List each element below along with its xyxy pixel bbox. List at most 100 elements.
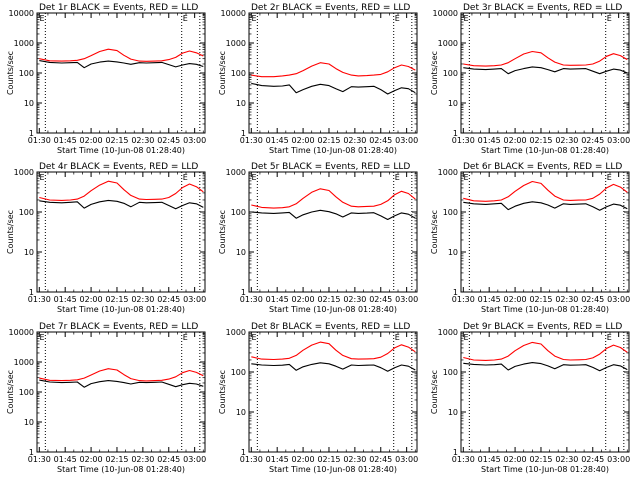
x-tick-label: 03:00 xyxy=(183,295,206,304)
flag-label: E xyxy=(463,333,468,342)
x-tick-label: 01:45 xyxy=(266,455,289,464)
series-line-lld xyxy=(463,341,628,361)
x-tick-label: 03:00 xyxy=(395,295,418,304)
x-tick-label: 02:45 xyxy=(369,455,392,464)
x-axis-label: Start Time (10-Jun-08 01:28:40) xyxy=(481,465,609,474)
x-tick-label: 02:30 xyxy=(343,455,366,464)
y-tick-label: 10 xyxy=(236,408,246,417)
series-line-events xyxy=(251,362,416,372)
flag-label: E xyxy=(395,173,400,182)
x-tick-label: 03:00 xyxy=(607,136,630,145)
x-tick-label: 02:30 xyxy=(555,136,578,145)
x-tick-label: 03:00 xyxy=(395,455,418,464)
x-tick-label: 02:00 xyxy=(504,455,527,464)
series-line-lld xyxy=(251,188,416,209)
series-line-lld xyxy=(463,50,628,67)
series-line-lld xyxy=(39,368,204,382)
flag-label: E xyxy=(463,14,468,23)
y-tick-label: 100 xyxy=(19,388,34,397)
x-tick-label: 01:30 xyxy=(452,295,475,304)
x-tick-label: 02:00 xyxy=(292,455,315,464)
x-tick-label: 01:30 xyxy=(28,295,51,304)
x-tick-label: 01:45 xyxy=(54,455,77,464)
x-tick-label: 02:00 xyxy=(504,136,527,145)
x-tick-label: 02:15 xyxy=(529,295,552,304)
x-tick-label: 03:00 xyxy=(183,136,206,145)
x-tick-label: 03:00 xyxy=(395,136,418,145)
flag-label: E xyxy=(607,173,612,182)
y-axis-label: Counts/sec xyxy=(6,210,15,254)
y-tick-label: 1000 xyxy=(14,358,34,367)
y-tick-label: 1 xyxy=(241,448,246,457)
x-axis-label: Start Time (10-Jun-08 01:28:40) xyxy=(57,305,185,314)
x-tick-label: 02:45 xyxy=(581,455,604,464)
x-tick-label: 02:30 xyxy=(343,295,366,304)
x-tick-label: 02:00 xyxy=(292,136,315,145)
y-tick-label: 10 xyxy=(448,248,458,257)
x-tick-label: 01:45 xyxy=(478,455,501,464)
series-line-events xyxy=(39,379,204,388)
chart-panel-4: Det 4r BLACK = Events, RED = LLD 1 10 100 10… xyxy=(6,162,206,314)
chart-title: Det 7r BLACK = Events, RED = LLD xyxy=(39,322,198,332)
x-tick-label: 02:00 xyxy=(80,455,103,464)
y-tick-label: 10 xyxy=(236,99,246,108)
series-line-lld xyxy=(39,48,204,62)
x-tick-label: 01:30 xyxy=(28,136,51,145)
x-tick-label: 01:30 xyxy=(452,455,475,464)
flag-label: E xyxy=(607,333,612,342)
chart-title: Det 6r BLACK = Events, RED = LLD xyxy=(463,162,622,172)
plot-frame xyxy=(36,171,206,293)
x-tick-label: 02:15 xyxy=(529,136,552,145)
x-tick-label: 01:30 xyxy=(240,455,263,464)
y-tick-label: 10000 xyxy=(9,328,34,337)
plot-frame xyxy=(460,171,630,293)
y-tick-label: 1 xyxy=(453,288,458,297)
flag-label: E xyxy=(463,173,468,182)
y-axis-label: Counts/sec xyxy=(218,370,227,414)
x-tick-label: 01:30 xyxy=(452,136,475,145)
y-tick-label: 1 xyxy=(29,129,34,138)
y-tick-label: 10000 xyxy=(221,9,246,18)
flag-label: E xyxy=(251,333,256,342)
x-axis-label: Start Time (10-Jun-08 01:28:40) xyxy=(481,146,609,155)
y-tick-label: 10 xyxy=(236,248,246,257)
x-axis-label: Start Time (10-Jun-08 01:28:40) xyxy=(57,146,185,155)
y-tick-label: 100 xyxy=(443,208,458,217)
chart-panel-2: Det 2r BLACK = Events, RED = LLD 1 10 100 10… xyxy=(218,3,418,155)
y-tick-label: 1 xyxy=(29,288,34,297)
series-line-lld xyxy=(251,62,416,78)
plot-frame xyxy=(36,331,206,453)
series-line-events xyxy=(251,82,416,95)
x-tick-label: 01:30 xyxy=(240,295,263,304)
x-tick-label: 02:00 xyxy=(504,295,527,304)
flag-label: E xyxy=(39,173,44,182)
plot-frame xyxy=(248,12,418,134)
chart-panel-9: Det 9r BLACK = Events, RED = LLD 1 10 100 10… xyxy=(430,322,630,474)
x-tick-label: 02:00 xyxy=(80,295,103,304)
x-axis-label: Start Time (10-Jun-08 01:28:40) xyxy=(269,465,397,474)
x-tick-label: 02:45 xyxy=(157,295,180,304)
y-tick-label: 100 xyxy=(231,208,246,217)
x-tick-label: 02:15 xyxy=(105,136,128,145)
y-axis-label: Counts/sec xyxy=(430,210,439,254)
series-line-lld xyxy=(251,341,416,361)
x-axis-label: Start Time (10-Jun-08 01:28:40) xyxy=(269,146,397,155)
series-line-events xyxy=(463,66,628,75)
chart-title: Det 8r BLACK = Events, RED = LLD xyxy=(251,322,410,332)
series-line-events xyxy=(463,201,628,211)
y-tick-label: 100 xyxy=(443,368,458,377)
y-axis-label: Counts/sec xyxy=(6,51,15,95)
y-tick-label: 10 xyxy=(24,418,34,427)
y-tick-label: 10 xyxy=(24,99,34,108)
chart-title: Det 5r BLACK = Events, RED = LLD xyxy=(251,162,410,172)
y-tick-label: 1000 xyxy=(226,328,246,337)
x-tick-label: 02:15 xyxy=(105,455,128,464)
y-tick-label: 10 xyxy=(448,99,458,108)
y-tick-label: 1000 xyxy=(14,168,34,177)
chart-title: Det 9r BLACK = Events, RED = LLD xyxy=(463,322,622,332)
plot-frame xyxy=(248,171,418,293)
x-tick-label: 02:30 xyxy=(131,455,154,464)
x-tick-label: 01:45 xyxy=(266,295,289,304)
x-tick-label: 03:00 xyxy=(607,295,630,304)
